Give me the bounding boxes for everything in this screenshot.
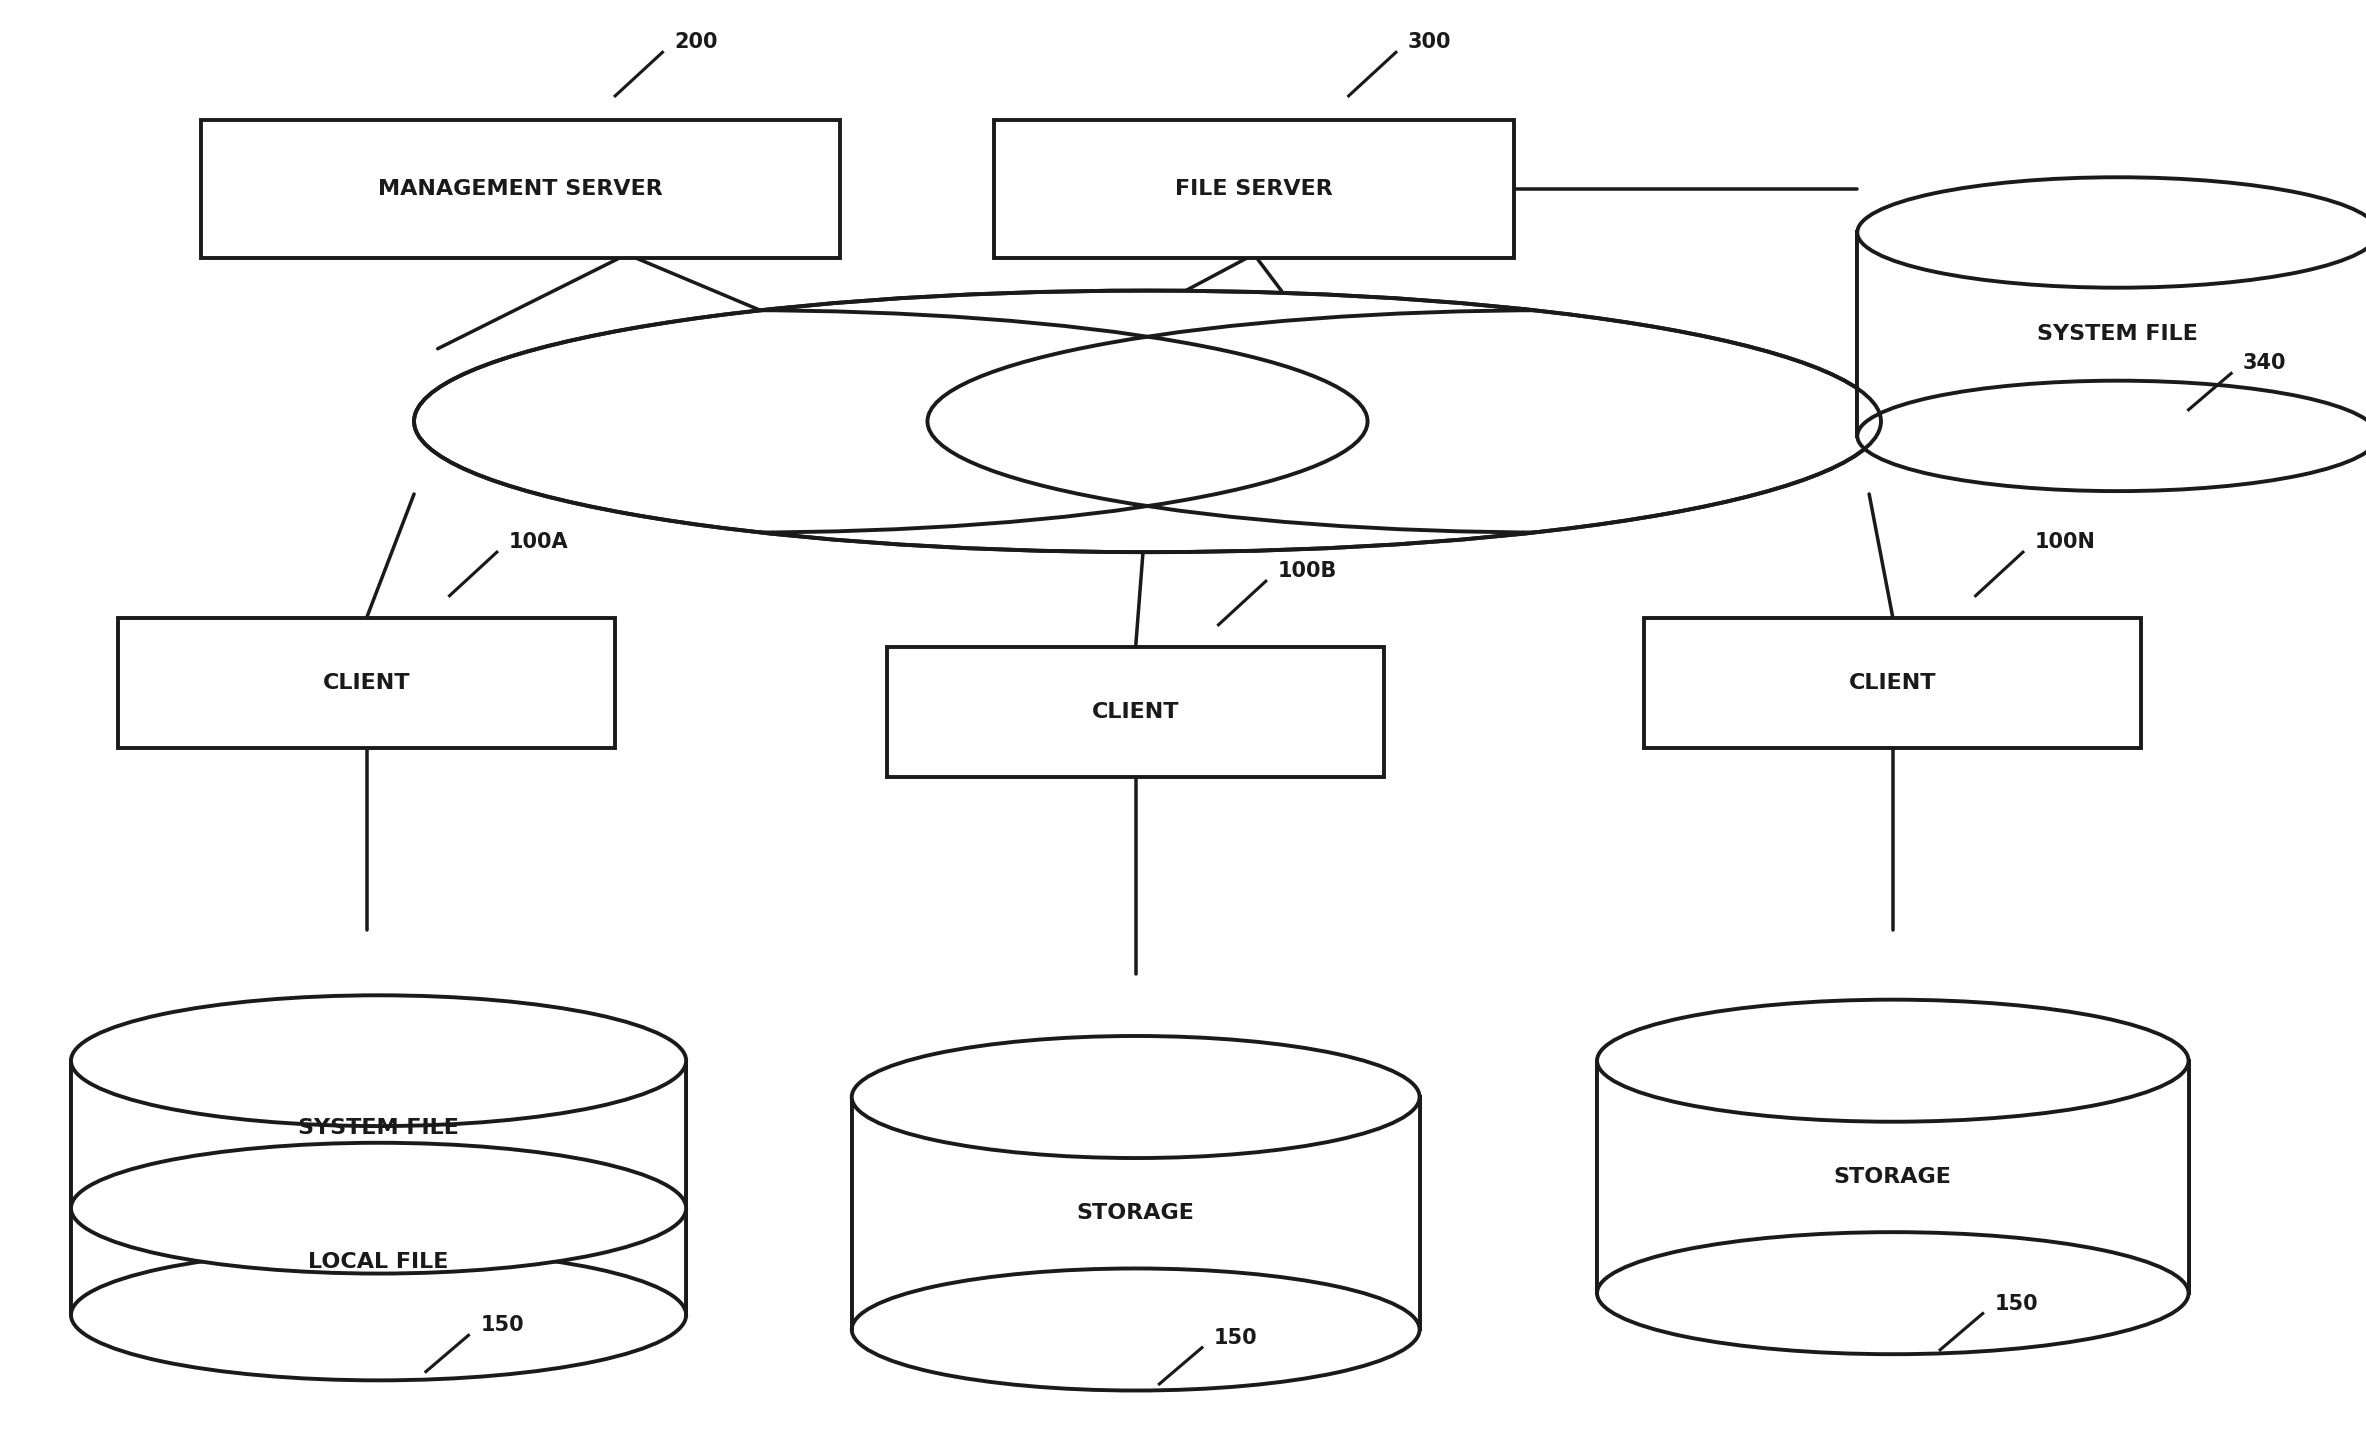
Bar — [118, 618, 615, 748]
Text: 200: 200 — [674, 32, 717, 52]
Ellipse shape — [852, 1036, 1420, 1158]
Text: SYSTEM FILE: SYSTEM FILE — [298, 1117, 459, 1138]
Bar — [994, 121, 1514, 259]
Text: 100N: 100N — [2035, 532, 2096, 552]
Text: SYSTEM FILE: SYSTEM FILE — [2037, 324, 2198, 344]
Ellipse shape — [414, 291, 1881, 552]
Bar — [1597, 1061, 2189, 1293]
Text: LOCAL FILE: LOCAL FILE — [308, 1251, 450, 1271]
Ellipse shape — [1597, 1000, 2189, 1122]
Text: 100A: 100A — [509, 532, 568, 552]
Ellipse shape — [71, 1142, 686, 1273]
Text: 150: 150 — [1995, 1293, 2037, 1314]
Ellipse shape — [852, 1268, 1420, 1391]
Ellipse shape — [1857, 381, 2366, 491]
Text: FILE SERVER: FILE SERVER — [1176, 179, 1332, 199]
Text: 300: 300 — [1408, 32, 1450, 52]
Text: 100B: 100B — [1278, 561, 1337, 581]
Text: STORAGE: STORAGE — [1077, 1203, 1195, 1223]
Text: CLIENT: CLIENT — [324, 673, 409, 693]
Bar — [887, 647, 1384, 777]
Ellipse shape — [71, 995, 686, 1126]
Ellipse shape — [1597, 1232, 2189, 1354]
Text: 150: 150 — [480, 1315, 523, 1335]
Text: 150: 150 — [1214, 1328, 1256, 1348]
Bar — [852, 1097, 1420, 1329]
Ellipse shape — [1857, 177, 2366, 288]
Text: STORAGE: STORAGE — [1834, 1167, 1952, 1187]
Ellipse shape — [71, 1250, 686, 1380]
Bar — [71, 1061, 686, 1315]
Bar — [201, 121, 840, 259]
Text: CLIENT: CLIENT — [1850, 673, 1935, 693]
Text: MANAGEMENT SERVER: MANAGEMENT SERVER — [379, 179, 662, 199]
Text: 340: 340 — [2243, 353, 2286, 373]
Bar — [1857, 232, 2366, 436]
Bar — [1644, 618, 2141, 748]
Text: CLIENT: CLIENT — [1093, 702, 1178, 722]
